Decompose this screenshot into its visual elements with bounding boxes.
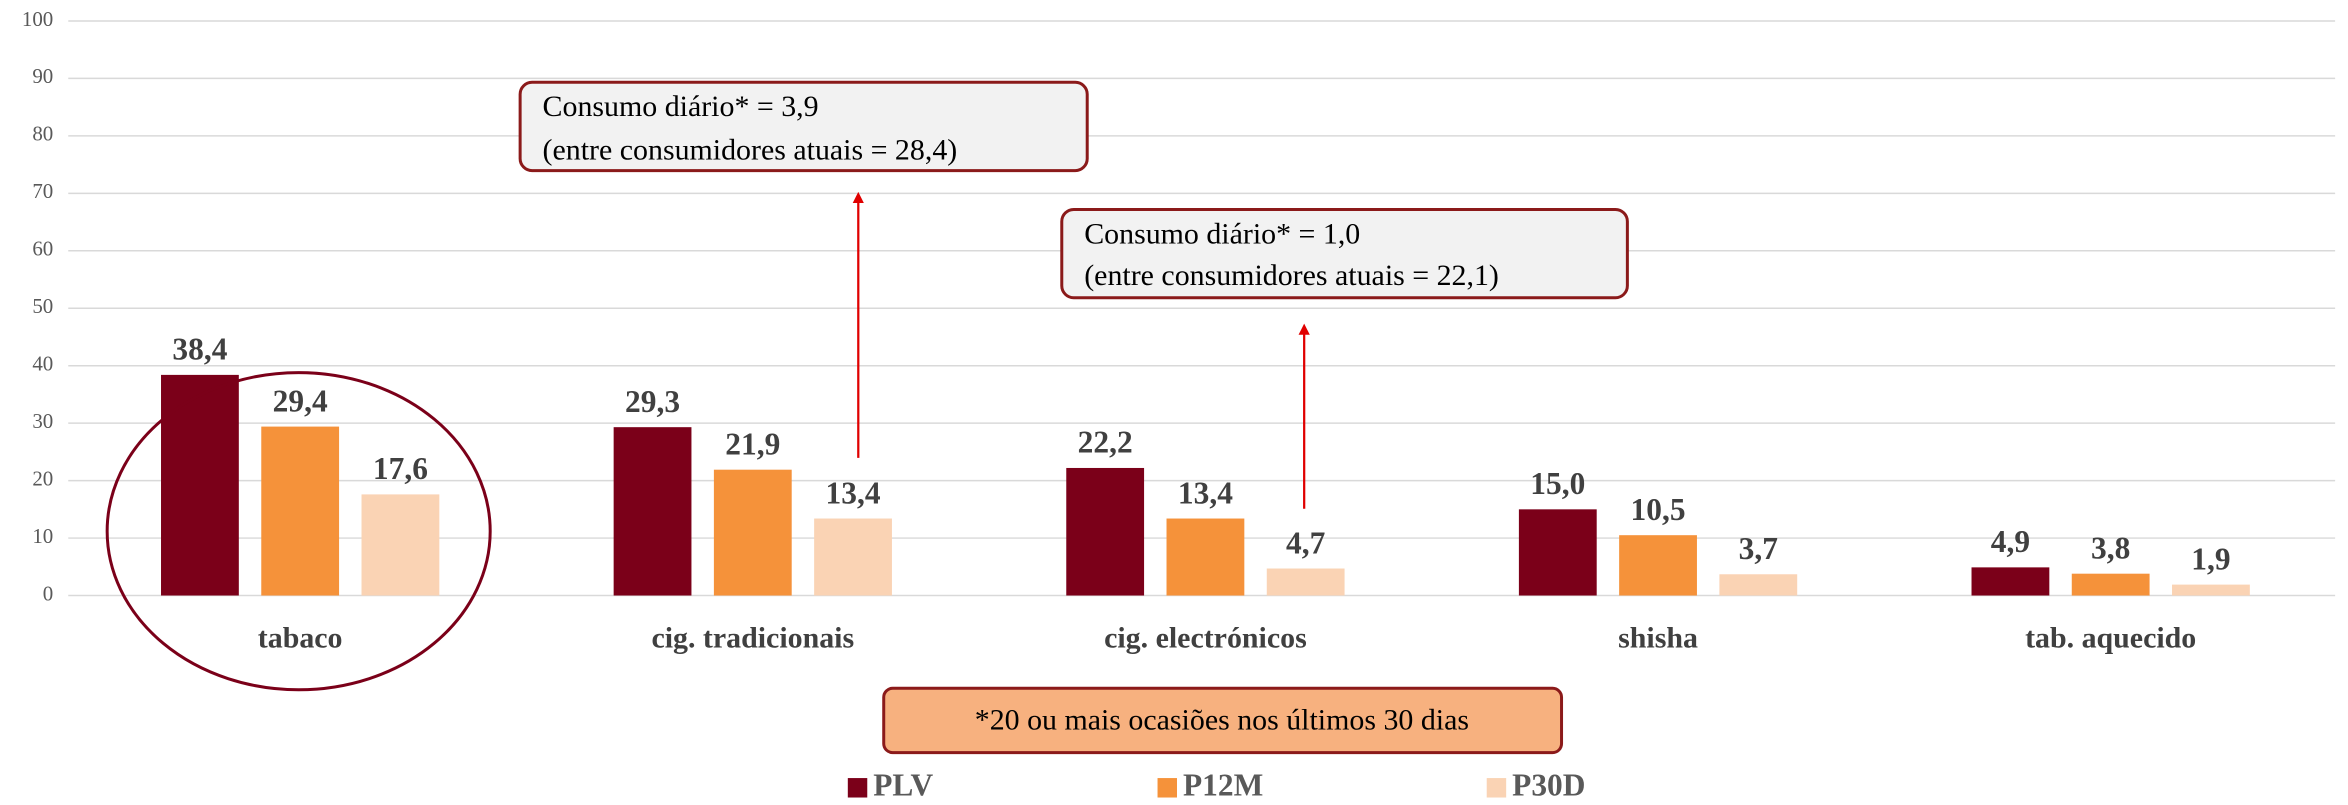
value-label: 4,7 [1286,525,1325,560]
bar [2172,584,2250,596]
bar [1971,567,2050,596]
bar [1266,568,1345,596]
bar [361,494,440,596]
value-label: 17,6 [373,451,428,486]
bar [613,427,692,596]
bar [814,518,892,596]
bar [161,374,239,596]
annotation-box [518,80,1089,173]
annotation-text: (entre consumidores atuais = 28,4) [543,133,958,166]
legend-swatch [1486,778,1507,798]
footnote: *20 ou mais ocasiões nos últimos 30 dias [975,704,1469,737]
bar [713,469,792,596]
bar [1066,467,1145,596]
y-tick-label: 70 [32,179,53,203]
annotation-box [1060,207,1629,300]
value-label: 13,4 [826,475,881,510]
value-label: 29,4 [273,383,328,418]
x-tick-label: cig. tradicionais [651,621,854,654]
y-tick-label: 20 [32,466,53,490]
value-label: 3,7 [1739,531,1778,566]
bar [1619,535,1697,596]
value-label: 4,9 [1991,524,2030,559]
bar [1166,518,1245,596]
y-tick-label: 80 [32,122,53,146]
bar [261,426,340,596]
highlight-circle [105,371,492,692]
y-tick-label: 50 [32,294,53,318]
annotation-text: Consumo diário* = 1,0 [1084,217,1360,250]
footnote-box [882,686,1564,755]
x-tick-label: tab. aquecido [2025,621,2196,654]
value-label: 13,4 [1178,475,1233,510]
legend-swatch [1157,778,1177,798]
bar [1518,509,1597,596]
value-label: 1,9 [2191,541,2230,576]
y-tick-label: 90 [32,64,53,88]
y-tick-label: 60 [32,237,53,261]
value-label: 10,5 [1631,492,1686,527]
bar [1719,574,1798,596]
value-label: 38,4 [172,332,227,367]
x-tick-label: tabaco [258,621,343,654]
value-label: 21,9 [725,426,780,461]
x-tick-label: shisha [1618,621,1698,654]
bar [2071,573,2150,596]
value-label: 29,3 [625,384,680,419]
annotation-text: Consumo diário* = 3,9 [543,90,819,123]
annotation-text: (entre consumidores atuais = 22,1) [1084,259,1499,292]
y-tick-label: 30 [32,409,53,433]
y-tick-label: 0 [43,581,53,605]
y-tick-label: 100 [22,7,53,31]
value-label: 15,0 [1530,466,1585,501]
legend-label: PLV [873,768,933,803]
value-label: 22,2 [1078,425,1133,460]
legend-label: P12M [1183,768,1263,803]
value-label: 3,8 [2091,530,2130,565]
y-tick-label: 10 [32,524,53,548]
y-tick-label: 40 [32,352,53,376]
legend-label: P30D [1512,768,1585,803]
legend-swatch [847,778,868,798]
x-tick-label: cig. electrónicos [1104,621,1307,654]
